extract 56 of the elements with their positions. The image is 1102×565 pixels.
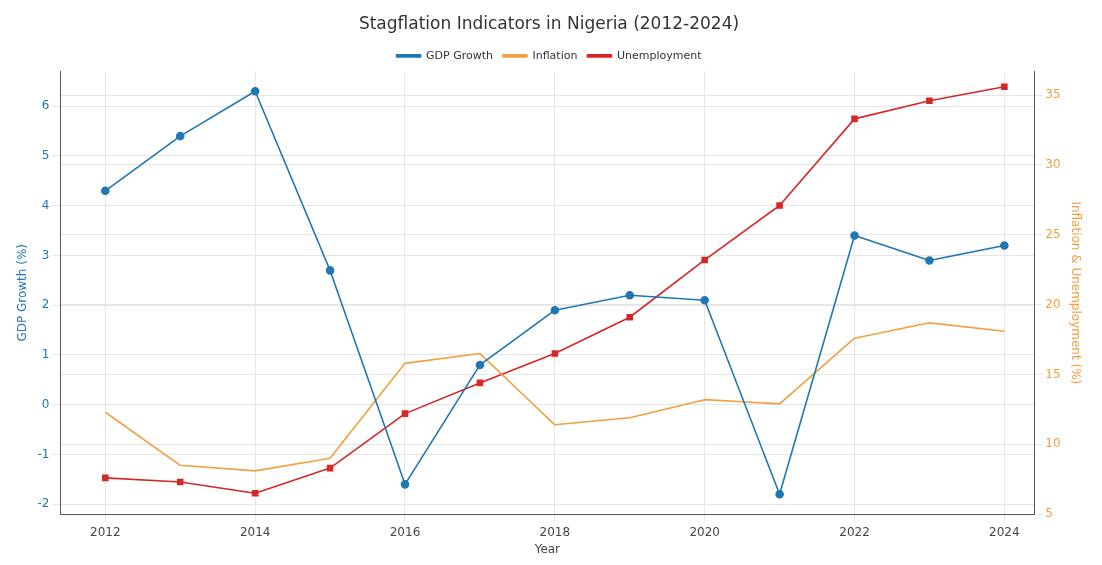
point xyxy=(400,480,410,489)
y2-tick-label: 5 xyxy=(1045,506,1053,521)
x-tick-label: 2012 xyxy=(90,524,121,539)
point xyxy=(1000,241,1009,250)
x-axis-title: Year xyxy=(533,541,561,556)
x-tick-label: 2016 xyxy=(389,524,421,539)
x-tick-label: 2018 xyxy=(539,524,571,539)
legend-label: Inflation xyxy=(532,48,578,62)
point xyxy=(176,478,184,486)
x-tick-label: 2022 xyxy=(839,524,870,539)
point xyxy=(700,295,709,305)
point xyxy=(701,256,708,264)
point xyxy=(850,231,859,240)
y-tick-label: -2 xyxy=(37,496,50,511)
y2-tick-label: 10 xyxy=(1045,436,1061,451)
y-tick-label: 3 xyxy=(41,247,50,262)
y-tick-label: -1 xyxy=(37,446,50,461)
point xyxy=(925,256,934,265)
point xyxy=(625,290,635,300)
point xyxy=(776,202,783,209)
y2-tick-label: 15 xyxy=(1045,366,1061,381)
y-tick-label: 5 xyxy=(41,148,50,163)
y2-axis-title: Inflation & Unemployment (%) xyxy=(1068,201,1083,385)
x-tick-label: 2024 xyxy=(989,524,1020,539)
y2-tick-label: 20 xyxy=(1045,296,1061,311)
point xyxy=(926,97,933,105)
y-tick-label: 1 xyxy=(41,347,50,362)
y2-tick-label: 30 xyxy=(1045,157,1061,172)
point xyxy=(250,87,260,96)
y-tick-label: 2 xyxy=(41,297,50,312)
point xyxy=(101,186,110,196)
x-tick-label: 2020 xyxy=(689,524,720,539)
point xyxy=(326,464,334,472)
point xyxy=(551,350,559,357)
point xyxy=(251,489,259,497)
chart-title: Stagflation Indicators in Nigeria (2012-2024) xyxy=(358,12,740,33)
y2-tick-label: 25 xyxy=(1045,226,1061,241)
point xyxy=(626,313,634,321)
y-axis-title: GDP Growth (%) xyxy=(15,244,30,342)
point xyxy=(476,379,484,387)
point xyxy=(175,131,185,141)
y-tick-label: 6 xyxy=(41,98,50,113)
point xyxy=(102,474,109,482)
legend-label: Unemployment xyxy=(616,48,703,62)
y-tick-label: 4 xyxy=(41,197,50,212)
point xyxy=(775,490,784,499)
point xyxy=(550,305,560,315)
point xyxy=(475,360,485,370)
point xyxy=(1001,83,1008,91)
legend-label: GDP Growth xyxy=(426,48,493,62)
point xyxy=(401,410,409,417)
point xyxy=(325,266,335,275)
y2-tick-label: 35 xyxy=(1045,87,1061,102)
y-tick-label: 0 xyxy=(41,396,50,411)
x-tick-label: 2014 xyxy=(239,524,271,539)
point xyxy=(851,115,858,123)
